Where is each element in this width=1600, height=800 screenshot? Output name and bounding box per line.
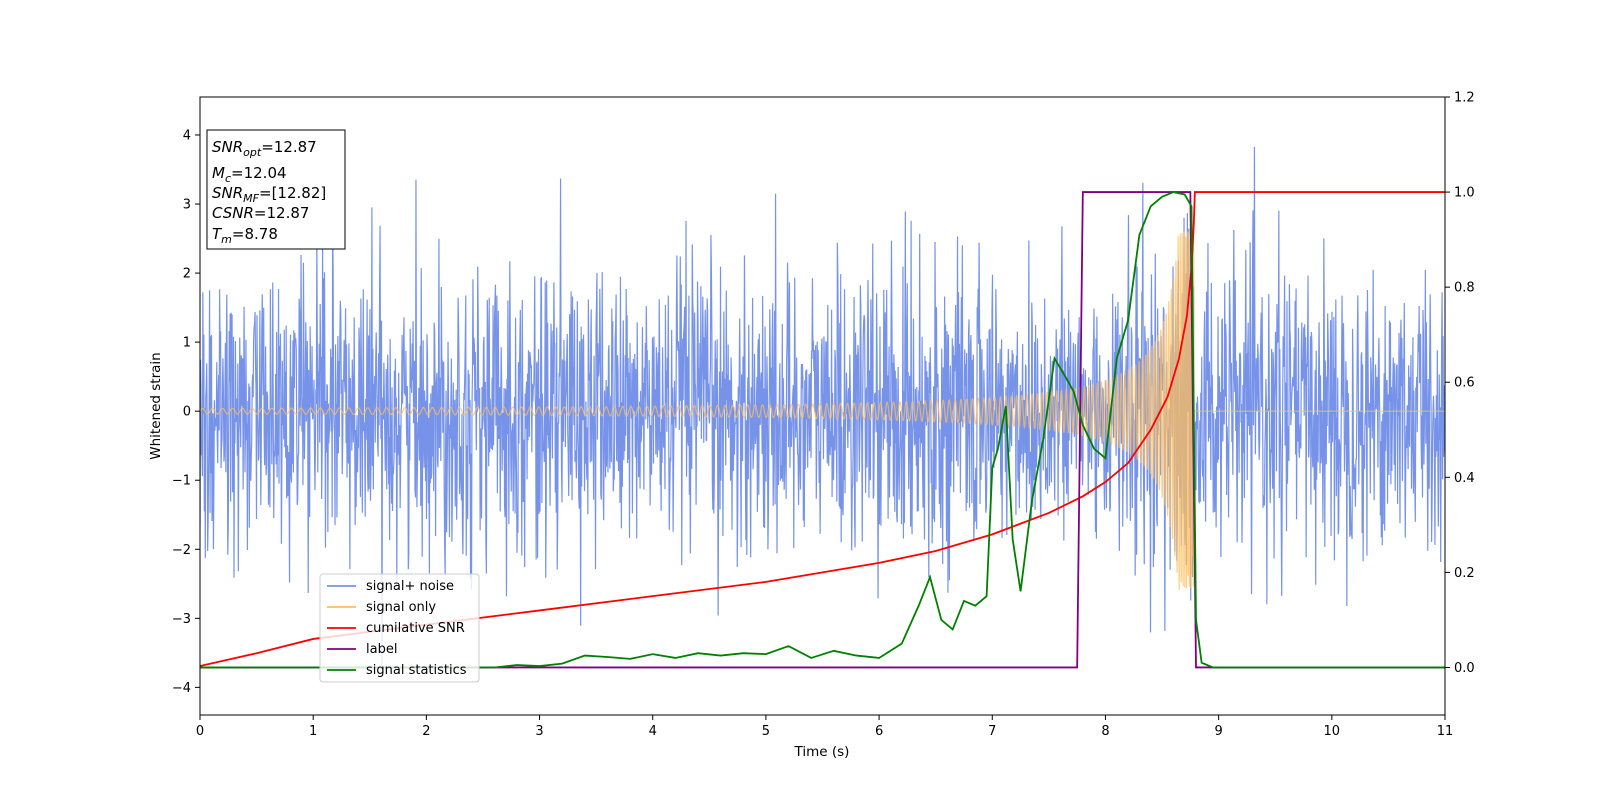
legend-item-signal-only: signal only — [327, 600, 436, 615]
info-mc: Mc=12.04 — [212, 164, 287, 185]
info-csnr: CSNR=12.87 — [212, 204, 309, 222]
series-cumilative-snr — [200, 191, 1445, 667]
info-snr-mf: SNRMF=[12.82] — [212, 184, 326, 205]
legend-label: signal+ noise — [366, 579, 454, 594]
y-left-tick-label: 1 — [183, 336, 191, 351]
y-right-tick-label: 1.2 — [1454, 91, 1475, 106]
y-left-tick-label: 3 — [183, 198, 191, 213]
legend-label: signal only — [366, 600, 436, 615]
y-left-tick-label: 4 — [183, 128, 191, 143]
plot-frame — [199, 96, 1446, 716]
legend-label: label — [366, 642, 397, 657]
x-axis-label: Time (s) — [794, 744, 850, 760]
legend-item-signal-statistics: signal statistics — [327, 663, 467, 678]
x-tick-label: 5 — [762, 724, 770, 739]
info-snr-opt: SNRopt=12.87 — [212, 138, 317, 159]
info-box: SNRopt=12.87 Mc=12.04 SNRMF=[12.82] CSNR… — [206, 129, 346, 250]
info-tm: Tm=8.78 — [212, 225, 278, 246]
x-axis: 0 1 2 3 4 5 6 7 8 9 10 11 — [196, 715, 1453, 739]
y-right-tick-label: 0.6 — [1454, 376, 1475, 391]
x-tick-label: 2 — [422, 724, 430, 739]
x-tick-label: 10 — [1324, 724, 1341, 739]
x-tick-label: 8 — [1101, 724, 1109, 739]
y-right-tick-label: 0.0 — [1454, 661, 1475, 676]
legend-item-label: label — [327, 642, 397, 657]
y-left-tick-label: 0 — [183, 405, 191, 420]
legend-label: cumilative SNR — [366, 621, 465, 636]
x-tick-label: 1 — [309, 724, 317, 739]
legend-label: signal statistics — [366, 663, 467, 678]
y-axis-right: 0.0 0.2 0.4 0.6 0.8 1.0 1.2 — [1445, 91, 1475, 676]
y-left-tick-label: 2 — [183, 267, 191, 282]
series-signal-only — [200, 231, 1445, 591]
y-left-tick-label: −1 — [172, 474, 191, 489]
x-tick-label: 0 — [196, 724, 204, 739]
x-tick-label: 4 — [649, 724, 657, 739]
x-tick-label: 6 — [875, 724, 883, 739]
y-right-tick-label: 0.8 — [1454, 281, 1475, 296]
legend: signal+ noise signal only cumilative SNR… — [319, 573, 480, 683]
y-left-tick-label: −4 — [172, 681, 191, 696]
y-right-tick-label: 0.2 — [1454, 566, 1475, 581]
x-tick-label: 11 — [1437, 724, 1454, 739]
y-axis-left: −4 −3 −2 −1 0 1 2 3 4 — [172, 128, 200, 696]
y-axis-label: Whitened strain — [148, 352, 164, 459]
legend-item-signal-plus-noise: signal+ noise — [327, 579, 454, 594]
plot-area — [200, 147, 1445, 669]
x-tick-label: 9 — [1214, 724, 1222, 739]
x-tick-label: 7 — [988, 724, 996, 739]
y-right-tick-label: 0.4 — [1454, 471, 1475, 486]
y-left-tick-label: −2 — [172, 543, 191, 558]
y-left-tick-label: −3 — [172, 612, 191, 627]
legend-item-cumilative-snr: cumilative SNR — [327, 621, 465, 636]
x-tick-label: 3 — [535, 724, 543, 739]
y-right-tick-label: 1.0 — [1454, 186, 1475, 201]
series-signal-statistics — [200, 191, 1445, 669]
